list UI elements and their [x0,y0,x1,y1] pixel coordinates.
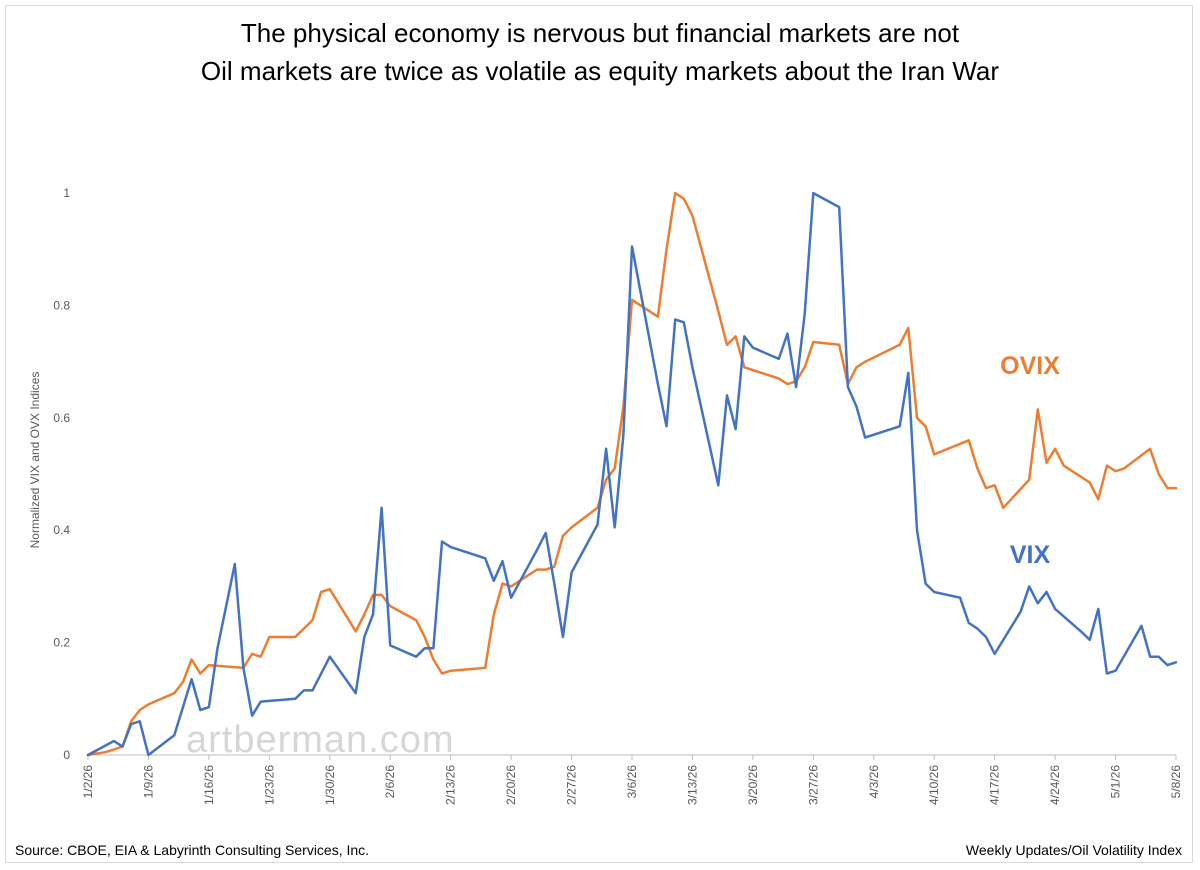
series-label-vix: VIX [1010,541,1051,569]
x-tick-label: 1/16/26 [202,765,216,805]
x-tick-label: 2/6/26 [383,765,397,799]
series-line-ovix [86,191,1178,757]
watermark: artberman.com [186,719,455,761]
chart-frame [5,5,1193,863]
chart-title: The physical economy is nervous but fina… [240,18,960,48]
x-tick-label: 1/2/26 [81,765,95,799]
x-tick-label: 1/23/26 [262,765,276,805]
series-line-vix [86,191,1178,757]
x-tick-label: 2/27/26 [565,765,579,805]
x-tick-label: 2/20/26 [504,765,518,805]
x-tick-label: 3/6/26 [625,765,639,799]
y-tick-label: 0.6 [53,411,70,425]
y-tick-label: 1 [63,186,70,200]
y-axis-title: Normalized VIX and OVX Indices [28,372,42,549]
x-tick-label: 1/30/26 [323,765,337,805]
x-tick-label: 3/27/26 [806,765,820,805]
y-tick-label: 0.2 [53,636,70,650]
x-tick-label: 2/13/26 [444,765,458,805]
x-tick-label: 3/13/26 [685,765,699,805]
x-tick-label: 3/20/26 [746,765,760,805]
x-tick-label: 5/1/26 [1109,765,1123,799]
x-tick-label: 5/8/26 [1169,765,1183,799]
y-tick-label: 0.4 [53,523,70,537]
source-note: Source: CBOE, EIA & Labyrinth Consulting… [15,842,370,858]
x-tick-label: 4/3/26 [867,765,881,799]
y-tick-label: 0 [63,748,70,762]
series-label-ovix: OVIX [1000,352,1060,380]
x-tick-label: 1/9/26 [141,765,155,799]
x-tick-label: 4/17/26 [988,765,1002,805]
y-tick-label: 0.8 [53,298,70,312]
credit-note: Weekly Updates/Oil Volatility Index [965,842,1182,858]
x-tick-label: 4/24/26 [1048,765,1062,805]
x-tick-label: 4/10/26 [927,765,941,805]
chart-subtitle: Oil markets are twice as volatile as equ… [200,56,1000,86]
